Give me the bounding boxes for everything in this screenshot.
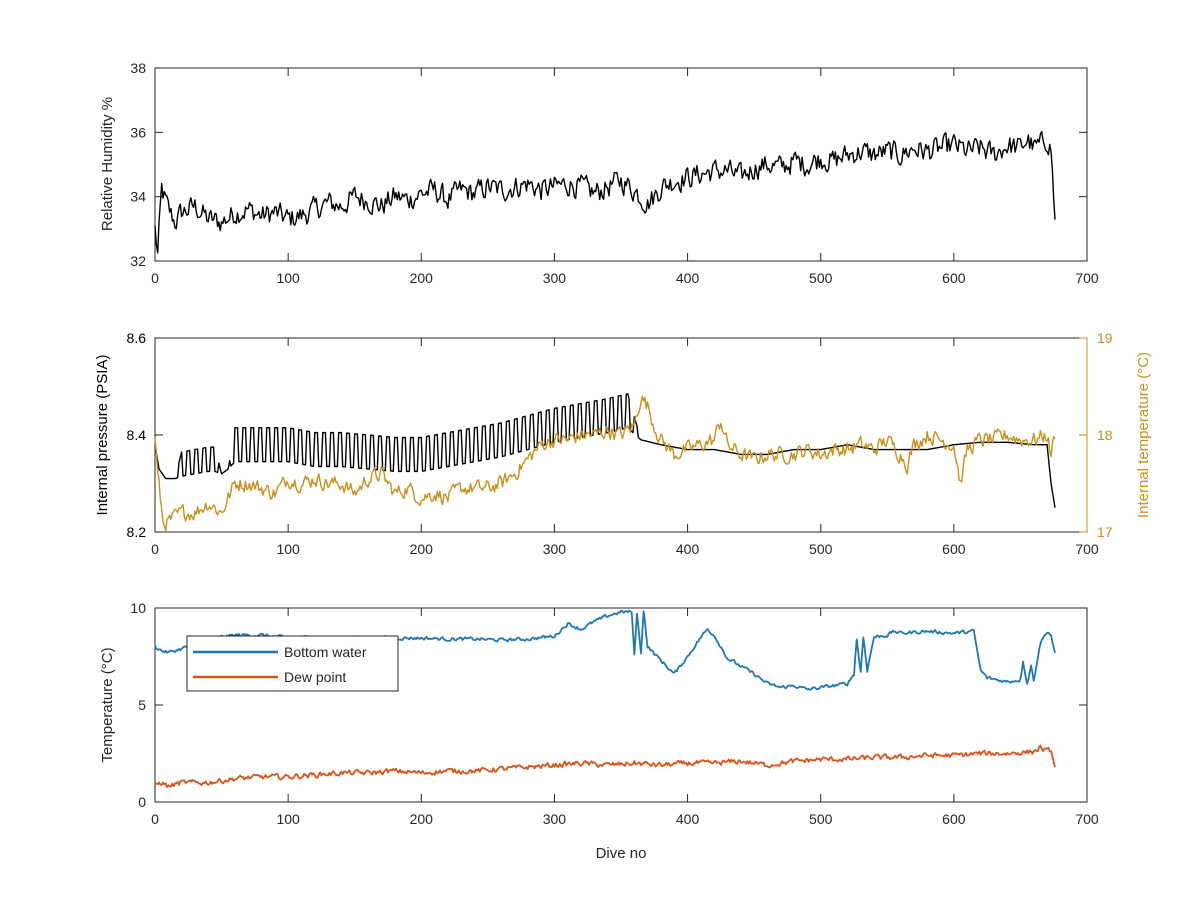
temperature-xtick-label: 500 — [809, 811, 833, 827]
temperature-xtick-label: 300 — [543, 811, 567, 827]
pressure-xtick-label: 300 — [543, 541, 567, 557]
temperature-xtick-label: 200 — [410, 811, 434, 827]
pressure-xtick-label: 100 — [276, 541, 300, 557]
humidity-xtick-label: 100 — [276, 270, 300, 286]
pressure-ytick-label-right: 17 — [1097, 524, 1113, 540]
pressure-ytick-label: 8.6 — [127, 330, 147, 346]
legend-label-dew-point: Dew point — [284, 669, 346, 685]
humidity-ytick-label: 36 — [130, 124, 146, 140]
humidity-xtick-label: 200 — [410, 270, 434, 286]
pressure-xtick-label: 500 — [809, 541, 833, 557]
temperature-ytick-label: 0 — [138, 794, 146, 810]
temperature-xtick-label: 600 — [942, 811, 966, 827]
humidity-xtick-label: 700 — [1075, 270, 1099, 286]
humidity-ytick-label: 34 — [130, 189, 146, 205]
dew-point-line — [154, 744, 1056, 788]
temperature-ytick-label: 5 — [138, 697, 146, 713]
pressure-xtick-label: 600 — [942, 541, 966, 557]
pressure-xtick-label: 200 — [410, 541, 434, 557]
pressure-ylabel: Internal pressure (PSIA) — [94, 355, 111, 516]
humidity-ticks: 0 100 200 300 400 500 600 700 32 34 36 38 — [130, 60, 1098, 286]
temperature-ticks: 0 100 200 300 400 500 600 700 0 5 10 — [130, 600, 1098, 827]
humidity-xtick-label: 500 — [809, 270, 833, 286]
temperature-panel: 0 100 200 300 400 500 600 700 0 5 10 Temperature (… — [99, 600, 1099, 862]
pressure-line — [154, 393, 1056, 508]
temperature-ytick-label: 10 — [130, 600, 146, 616]
legend: Bottom water Dew point — [186, 635, 399, 692]
pressure-ytick-label-right: 18 — [1097, 427, 1113, 443]
pressure-ytick-label: 8.2 — [127, 524, 147, 540]
pressure-panel: 0 100 200 300 400 500 600 700 8.2 8.4 8.6 17 18 19 In… — [94, 330, 1152, 557]
internal-temperature-ylabel: Internal temperature (°C) — [1135, 352, 1152, 518]
pressure-xtick-label: 700 — [1075, 541, 1099, 557]
humidity-ytick-label: 38 — [130, 60, 146, 76]
legend-box — [186, 635, 399, 692]
temperature-xtick-label: 100 — [276, 811, 300, 827]
internal-temperature-line — [154, 395, 1056, 532]
humidity-ylabel: Relative Humidity % — [99, 97, 116, 231]
humidity-xtick-label: 0 — [151, 270, 159, 286]
humidity-series — [154, 130, 1056, 254]
pressure-ytick-label-right: 19 — [1097, 330, 1113, 346]
legend-label-bottom-water: Bottom water — [284, 644, 367, 660]
humidity-ytick-label: 32 — [130, 253, 146, 269]
pressure-ytick-label: 8.4 — [127, 427, 147, 443]
temperature-xtick-label: 400 — [676, 811, 700, 827]
pressure-ticks: 0 100 200 300 400 500 600 700 8.2 8.4 8.6 17 18 19 — [127, 330, 1113, 557]
humidity-xtick-label: 400 — [676, 270, 700, 286]
temperature-xlabel: Dive no — [596, 845, 647, 862]
pressure-xtick-label: 400 — [676, 541, 700, 557]
temperature-xtick-label: 0 — [151, 811, 159, 827]
temperature-ylabel: Temperature (°C) — [99, 647, 116, 762]
temperature-xtick-label: 700 — [1075, 811, 1099, 827]
humidity-axes-box — [154, 67, 1088, 262]
humidity-panel: 0 100 200 300 400 500 600 700 32 34 36 38 Relative … — [99, 60, 1099, 286]
humidity-xtick-label: 300 — [543, 270, 567, 286]
humidity-line — [154, 130, 1056, 254]
pressure-series — [154, 393, 1056, 532]
pressure-xtick-label: 0 — [151, 541, 159, 557]
humidity-xtick-label: 600 — [942, 270, 966, 286]
